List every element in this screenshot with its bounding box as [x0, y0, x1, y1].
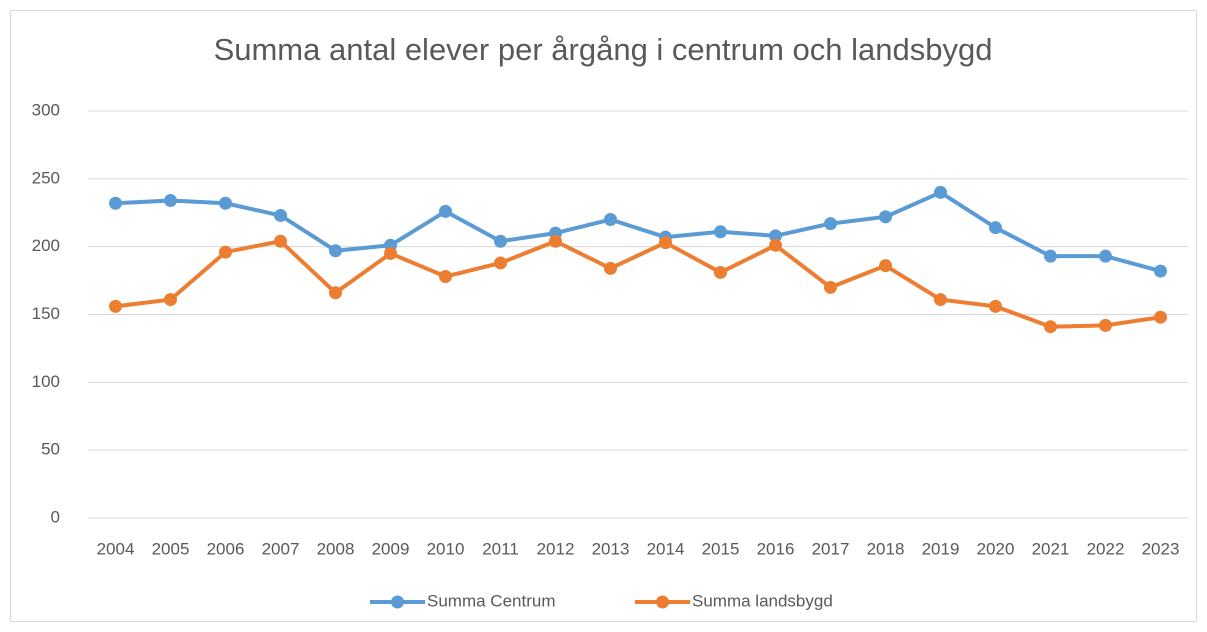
x-tick-label: 2004 — [97, 539, 135, 558]
x-tick-label: 2005 — [152, 539, 190, 558]
data-point — [769, 229, 782, 243]
data-point — [439, 204, 452, 218]
data-point — [659, 236, 672, 250]
data-point — [714, 265, 727, 279]
data-point — [714, 225, 727, 239]
y-tick-label: 50 — [41, 440, 60, 459]
x-tick-label: 2015 — [702, 539, 740, 558]
legend-marker — [391, 595, 404, 609]
x-tick-label: 2017 — [812, 539, 850, 558]
data-point — [219, 196, 232, 210]
y-tick-label: 100 — [32, 372, 60, 391]
data-point — [164, 194, 177, 208]
data-point — [494, 256, 507, 270]
data-point — [494, 234, 507, 248]
x-tick-label: 2014 — [647, 539, 685, 558]
series-line — [115, 239, 1161, 329]
data-point — [604, 213, 617, 227]
y-tick-label: 150 — [32, 304, 60, 323]
x-tick-label: 2021 — [1032, 539, 1070, 558]
y-tick-label: 300 — [32, 100, 60, 119]
data-point — [1099, 249, 1112, 263]
data-point — [384, 246, 397, 260]
x-tick-label: 2009 — [372, 539, 410, 558]
chart-border — [10, 10, 1197, 622]
data-point — [274, 208, 287, 222]
x-tick-label: 2019 — [922, 539, 960, 558]
data-point — [549, 234, 562, 248]
chart-title: Summa antal elever per årgång i centrum … — [214, 32, 993, 67]
data-point — [219, 245, 232, 259]
data-point — [824, 217, 837, 231]
data-point — [934, 185, 947, 199]
data-point — [1154, 264, 1167, 278]
x-tick-label: 2022 — [1087, 539, 1125, 558]
data-point — [989, 299, 1002, 313]
legend-label: Summa Centrum — [427, 591, 555, 610]
data-point — [439, 270, 452, 284]
x-tick-label: 2007 — [262, 539, 300, 558]
data-point — [1154, 310, 1167, 324]
data-point — [604, 261, 617, 275]
x-tick-label: 2016 — [757, 539, 795, 558]
data-point — [879, 210, 892, 224]
x-tick-label: 2010 — [427, 539, 465, 558]
legend-label: Summa landsbygd — [692, 591, 833, 610]
x-tick-label: 2018 — [867, 539, 905, 558]
x-tick-label: 2023 — [1142, 539, 1180, 558]
data-point — [329, 244, 342, 258]
data-point — [109, 196, 122, 210]
data-point — [989, 221, 1002, 235]
data-point — [769, 238, 782, 252]
x-tick-label: 2011 — [482, 539, 519, 558]
data-point — [934, 293, 947, 307]
y-tick-label: 0 — [51, 507, 60, 526]
data-point — [109, 299, 122, 313]
data-point — [824, 280, 837, 294]
data-point — [329, 286, 342, 300]
data-point — [1099, 318, 1112, 332]
data-point — [1044, 249, 1057, 263]
data-point — [1044, 320, 1057, 334]
x-tick-label: 2012 — [537, 539, 575, 558]
legend-marker — [656, 595, 669, 609]
data-point — [164, 293, 177, 307]
data-point — [879, 259, 892, 273]
y-tick-label: 250 — [32, 168, 60, 187]
x-tick-label: 2008 — [317, 539, 355, 558]
series-line — [115, 190, 1162, 274]
x-tick-label: 2013 — [592, 539, 630, 558]
x-tick-label: 2020 — [977, 539, 1015, 558]
x-tick-label: 2006 — [207, 539, 245, 558]
data-point — [274, 234, 287, 248]
y-tick-label: 200 — [32, 236, 60, 255]
